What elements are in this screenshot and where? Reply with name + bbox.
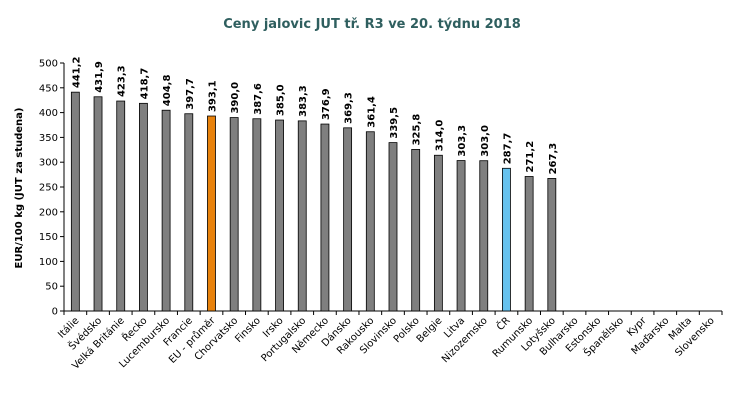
x-tick-label: ČR [494, 314, 513, 333]
bar-7 [207, 115, 216, 312]
y-tick-label: 500 [39, 59, 58, 70]
bar-9 [252, 118, 262, 312]
bar-4 [139, 102, 148, 312]
bar-12 [320, 123, 330, 312]
bar-10 [275, 119, 284, 312]
data-label: 271,2 [525, 141, 536, 173]
bar-6 [184, 113, 194, 312]
bar-5 [161, 109, 171, 312]
bar-18 [456, 160, 466, 312]
data-label: 390,0 [230, 82, 241, 114]
data-label: 397,7 [185, 78, 196, 110]
data-label: 369,3 [344, 92, 355, 124]
bar-3 [116, 100, 126, 312]
data-label: 418,7 [139, 68, 150, 100]
y-tick-label: 100 [39, 257, 58, 268]
data-label: 387,6 [253, 83, 264, 115]
x-tick-label: Belgie [415, 315, 445, 345]
bar-8 [229, 117, 239, 312]
y-tick-label: 150 [39, 232, 58, 243]
y-tick-label: 50 [45, 282, 58, 293]
bar-22 [547, 178, 557, 312]
y-tick-label: 250 [39, 183, 58, 194]
y-axis-label: EUR/100 kg (JUT za studena) [14, 108, 25, 269]
data-label: 314,0 [434, 120, 445, 152]
data-label: 376,9 [321, 88, 332, 120]
y-tick-label: 350 [39, 133, 58, 144]
bar-11 [297, 120, 307, 312]
bar-1 [70, 91, 80, 312]
y-tick-label: 0 [52, 307, 58, 318]
chart-title: Ceny jalovic JUT tř. R3 ve 20. týdnu 201… [223, 17, 521, 32]
data-label: 423,3 [117, 65, 128, 97]
data-label: 431,9 [94, 61, 105, 93]
data-label: 361,4 [366, 96, 377, 128]
data-label: 325,8 [412, 114, 423, 146]
bar-14 [365, 131, 375, 312]
bar-20 [502, 167, 511, 312]
data-label: 385,0 [276, 84, 287, 116]
bar-17 [433, 154, 443, 312]
data-label: 287,7 [502, 133, 513, 165]
bar-16 [411, 149, 421, 312]
bar-15 [388, 142, 398, 312]
data-label: 383,3 [298, 85, 309, 117]
y-tick-label: 200 [39, 207, 58, 218]
data-label: 303,3 [457, 125, 468, 157]
data-label: 404,8 [162, 75, 173, 107]
bar-19 [479, 160, 489, 312]
y-tick-label: 400 [39, 108, 58, 119]
x-tick-label: Finsko [233, 315, 263, 345]
data-label: 303,0 [480, 125, 491, 157]
data-label: 339,5 [389, 107, 400, 139]
data-label: 267,3 [548, 143, 559, 175]
bar-13 [343, 127, 353, 312]
y-tick-label: 450 [39, 83, 58, 94]
y-tick-label: 300 [39, 158, 58, 169]
data-label: 393,1 [207, 80, 218, 112]
bar-2 [93, 96, 103, 312]
bar-21 [524, 176, 534, 312]
data-label: 441,2 [71, 56, 82, 88]
